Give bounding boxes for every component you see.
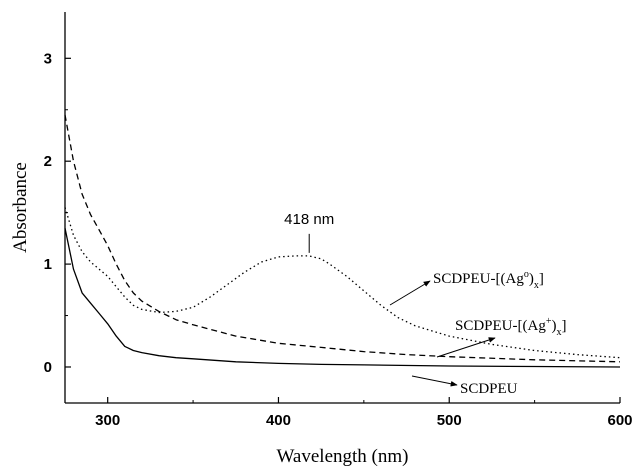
x-tick-label: 400 [266, 412, 291, 429]
series-label-part: ) [551, 318, 556, 334]
series-label-part: o [524, 269, 529, 280]
series-label-part: ] [561, 318, 566, 334]
series-label-0: SCDPEU [460, 381, 518, 397]
x-tick-label: 500 [437, 412, 462, 429]
series-label-arrow-0 [411, 375, 458, 387]
y-tick-label: 1 [44, 256, 52, 273]
x-tick-label: 600 [607, 412, 632, 429]
x-tick-label: 300 [95, 412, 120, 429]
y-tick-label: 2 [44, 153, 52, 170]
series-label-part: SCDPEU-[(Ag [455, 318, 546, 334]
series-label-part: SCDPEU-[(Ag [433, 271, 524, 287]
series-label-part: ] [539, 271, 544, 287]
series-label-arrow-2 [389, 280, 431, 306]
y-tick-label: 0 [44, 359, 52, 376]
series-line-1 [64, 114, 621, 363]
y-tick-label: 3 [44, 50, 52, 67]
y-axis-title: Absorbance [10, 162, 31, 253]
x-axis-title: Wavelength (nm) [277, 446, 409, 467]
series-line-2 [64, 207, 621, 359]
series-label-2: SCDPEU-[(Ago)x] [433, 269, 544, 291]
series-layer [64, 114, 621, 368]
series-line-0 [64, 227, 621, 368]
series-label-part: ) [529, 271, 534, 287]
series-label-part: x [556, 327, 561, 338]
labels-layer: SCDPEUSCDPEU-[(Ag+)x]SCDPEU-[(Ago)x]418 … [284, 211, 566, 397]
series-label-part: x [534, 280, 539, 291]
series-label-1: SCDPEU-[(Ag+)x] [455, 316, 566, 338]
series-label-part: + [546, 316, 552, 327]
series-label-arrow-1 [436, 337, 496, 358]
peak-annotation-label: 418 nm [284, 211, 334, 228]
chart-axes: 300 400 500 600 0 1 2 3 [44, 12, 633, 429]
